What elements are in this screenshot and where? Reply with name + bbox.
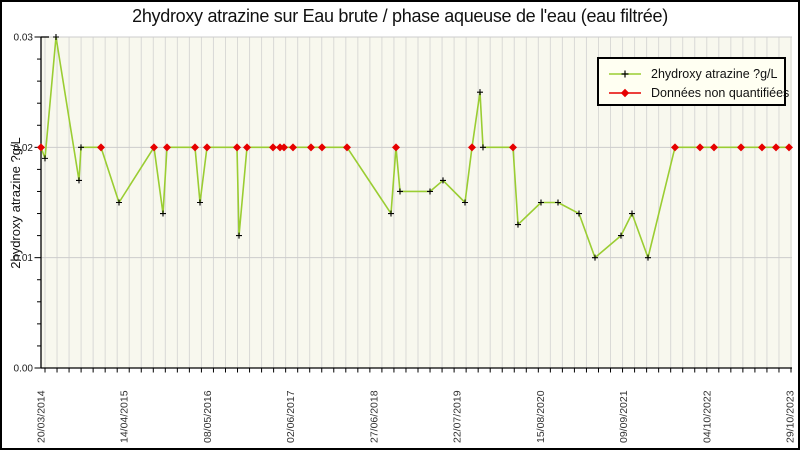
series-line (40, 36, 789, 259)
x-axis-ticks (44, 368, 792, 373)
svg-text:0.01: 0.01 (14, 253, 34, 264)
legend: 2hydroxy atrazine ?g/L Données non quant… (597, 57, 789, 106)
svg-text:20/03/2014: 20/03/2014 (36, 390, 48, 443)
x-tick-labels: 20/03/2014 14/04/2015 08/05/2016 02/06/2017… (36, 390, 797, 443)
svg-text:08/05/2016: 08/05/2016 (202, 390, 214, 443)
svg-text:09/09/2021: 09/09/2021 (618, 390, 630, 443)
chart-title: 2hydroxy atrazine sur Eau brute / phase … (132, 6, 668, 26)
quantified-markers (42, 34, 651, 261)
y-axis-ticks (34, 36, 41, 369)
legend-label-non-quantified: Données non quantifiées (651, 85, 790, 100)
svg-text:0.03: 0.03 (14, 33, 34, 44)
svg-text:27/06/2018: 27/06/2018 (368, 390, 380, 443)
svg-text:0.00: 0.00 (14, 364, 34, 375)
svg-text:04/10/2022: 04/10/2022 (701, 390, 713, 443)
y-tick-labels: 0.00 0.01 0.02 0.03 (14, 33, 34, 375)
svg-text:02/06/2017: 02/06/2017 (285, 390, 297, 443)
svg-text:14/04/2015: 14/04/2015 (119, 390, 131, 443)
legend-item-non-quantified: Données non quantifiées (607, 83, 789, 102)
svg-text:29/10/2023: 29/10/2023 (785, 390, 797, 443)
red-diamond-icon (609, 88, 641, 97)
green-line-plus-icon (609, 70, 641, 77)
svg-text:0.02: 0.02 (14, 143, 34, 154)
legend-label-series: 2hydroxy atrazine ?g/L (651, 66, 778, 81)
non-quantified-markers (37, 143, 793, 152)
axes-spines (40, 36, 792, 369)
legend-item-series: 2hydroxy atrazine ?g/L (607, 64, 778, 83)
svg-text:22/07/2019: 22/07/2019 (452, 390, 464, 443)
svg-text:15/08/2020: 15/08/2020 (535, 390, 547, 443)
